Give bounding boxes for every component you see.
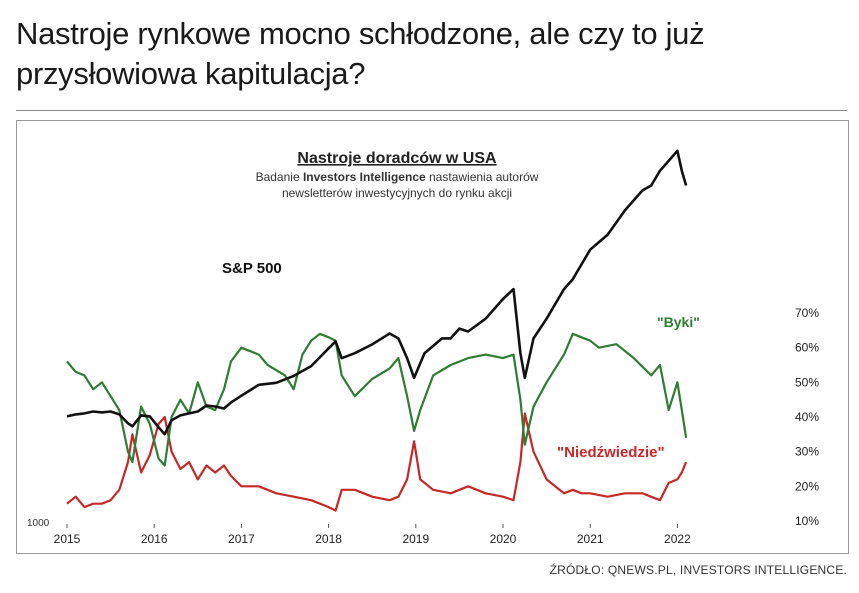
- source-note: ŹRÓDŁO: QNEWS.PL, INVESTORS INTELLIGENCE…: [549, 563, 847, 577]
- subtitle-rest: nastawienia autorów: [426, 170, 539, 184]
- x-tick-label: 2019: [402, 532, 429, 546]
- chart-subtitle-line2: newsletterów inwestycyjnych do rynku akc…: [282, 186, 512, 200]
- series-layer: [66, 149, 688, 512]
- y-right-tick-label: 70%: [795, 306, 819, 320]
- bulls-line: [66, 332, 688, 467]
- series-label-layer: S&P 500 "Byki" "Niedźwiedzie": [222, 260, 700, 461]
- x-tick-label: 2017: [228, 532, 255, 546]
- x-tick-label: 2016: [141, 532, 168, 546]
- headline: Nastroje rynkowe mocno schłodzone, ale c…: [16, 16, 705, 91]
- headline-divider: [16, 110, 847, 111]
- bears-line: [66, 412, 688, 512]
- x-tick-label: 2021: [577, 532, 604, 546]
- sp500-label: S&P 500: [222, 260, 282, 277]
- chart-title: Nastroje doradców w USA: [297, 150, 497, 167]
- y-left-min-label: 1000: [27, 518, 50, 529]
- x-tick-label: 2015: [54, 532, 81, 546]
- bears-label: "Niedźwiedzie": [557, 444, 665, 461]
- x-tick-label: 2018: [315, 532, 342, 546]
- y-right-tick-label: 20%: [795, 479, 819, 493]
- sp500-line: [66, 149, 688, 436]
- subtitle-prefix: Badanie: [256, 170, 303, 184]
- chart-title-group: Nastroje doradców w USA Badanie Investor…: [256, 150, 539, 200]
- y-right-tick-label: 60%: [795, 341, 819, 355]
- chart-frame: Nastroje doradców w USA Badanie Investor…: [16, 120, 849, 554]
- y-right-tick-label: 10%: [795, 514, 819, 528]
- y-right-tick-label: 40%: [795, 410, 819, 424]
- y-axis-right: 10% 20% 30% 40% 50% 60% 70%: [795, 306, 819, 528]
- x-axis: 2015 2016 2017 2018 2019 2020 2021 2022: [54, 524, 691, 546]
- x-tick-label: 2020: [490, 532, 517, 546]
- sentiment-chart: Nastroje doradców w USA Badanie Investor…: [27, 149, 819, 546]
- y-right-tick-label: 30%: [795, 445, 819, 459]
- y-right-tick-label: 50%: [795, 375, 819, 389]
- bulls-label: "Byki": [657, 314, 700, 330]
- chart-subtitle-line1: Badanie Investors Intelligence nastawien…: [256, 170, 539, 184]
- x-tick-label: 2022: [664, 532, 691, 546]
- subtitle-bold: Investors Intelligence: [303, 170, 426, 184]
